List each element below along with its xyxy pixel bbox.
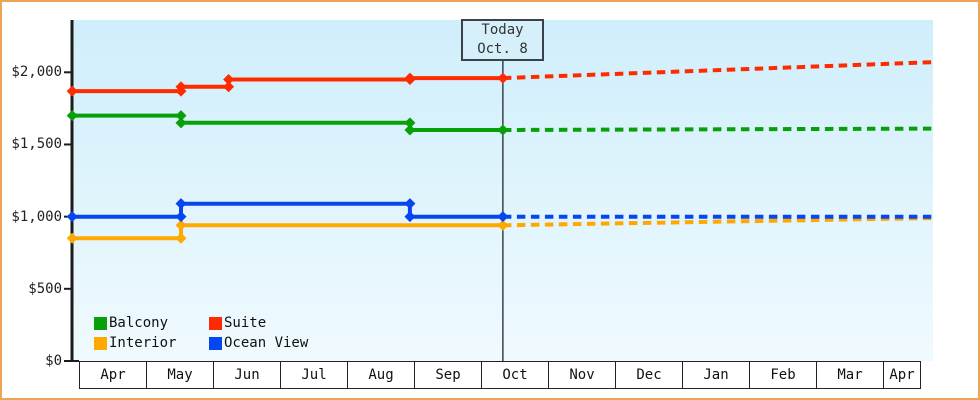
today-date: Oct. 8: [477, 41, 528, 57]
data-point-diamond: [66, 211, 78, 223]
month-cell-apr-2: Apr: [883, 361, 921, 389]
data-point-diamond: [175, 198, 187, 210]
legend-row: Interior Ocean View: [94, 333, 324, 353]
month-cell-apr: Apr: [79, 361, 147, 389]
data-point-diamond: [404, 211, 416, 223]
x-axis-month-row: Apr May Jun Jul Aug Sep Oct Nov Dec Jan Feb Mar Apr: [79, 361, 921, 389]
legend-item-ocean-view: Ocean View: [209, 335, 324, 351]
month-cell-sep: Sep: [414, 361, 482, 389]
data-point-diamond: [497, 124, 509, 136]
series-forecast-balcony: [502, 126, 932, 132]
y-axis-label: $2,000: [11, 64, 62, 81]
data-point-diamond: [223, 81, 235, 93]
data-point-diamond: [66, 85, 78, 97]
data-point-diamond: [404, 117, 416, 129]
month-cell-mar: Mar: [816, 361, 884, 389]
data-point-diamond: [175, 81, 187, 93]
month-cell-aug: Aug: [347, 361, 415, 389]
legend-item-balcony: Balcony: [94, 315, 209, 331]
legend-item-interior: Interior: [94, 335, 209, 351]
legend-label-ocean-view: Ocean View: [224, 335, 309, 351]
series-markers-ocean-view: [66, 198, 509, 223]
month-cell-jan: Jan: [682, 361, 750, 389]
data-point-diamond: [175, 211, 187, 223]
month-cell-jul: Jul: [280, 361, 348, 389]
legend-swatch-ocean-view: [209, 336, 222, 350]
data-point-diamond: [175, 110, 187, 122]
series-line-interior: [72, 223, 503, 241]
data-point-diamond: [66, 110, 78, 122]
month-cell-may: May: [146, 361, 214, 389]
series-markers-suite: [66, 72, 509, 97]
series-forecast-suite: [502, 60, 932, 81]
legend-label-balcony: Balcony: [109, 315, 169, 331]
data-point-diamond: [175, 232, 187, 244]
chart-legend: Balcony Suite Interior Ocean View: [94, 313, 324, 353]
y-axis-label: $0: [45, 353, 62, 369]
series-forecast-interior: [502, 216, 932, 228]
legend-row: Balcony Suite: [94, 313, 324, 333]
today-label: Today: [481, 22, 524, 38]
month-cell-oct: Oct: [481, 361, 549, 389]
legend-swatch-balcony: [94, 316, 107, 330]
month-cell-feb: Feb: [749, 361, 817, 389]
data-point-diamond: [223, 74, 235, 86]
legend-item-suite: Suite: [209, 315, 324, 331]
data-point-diamond: [404, 124, 416, 136]
series-markers-balcony: [66, 110, 509, 136]
data-point-diamond: [175, 117, 187, 129]
data-point-diamond: [497, 211, 509, 223]
y-axis-label: $500: [28, 280, 62, 297]
today-marker-box: Today Oct. 8: [461, 19, 544, 61]
data-point-diamond: [404, 198, 416, 210]
legend-label-suite: Suite: [224, 315, 267, 331]
series-line-balcony: [72, 113, 503, 132]
month-cell-dec: Dec: [615, 361, 683, 389]
data-point-diamond: [497, 219, 509, 231]
legend-label-interior: Interior: [109, 335, 177, 351]
data-point-diamond: [404, 72, 416, 84]
month-cell-nov: Nov: [548, 361, 616, 389]
data-point-diamond: [497, 72, 509, 84]
series-line-ocean-view: [72, 201, 503, 219]
data-point-diamond: [66, 232, 78, 244]
legend-swatch-interior: [94, 336, 107, 350]
month-cell-jun: Jun: [213, 361, 281, 389]
y-axis-label: $1,000: [11, 208, 62, 225]
y-axis-label: $1,500: [11, 136, 62, 153]
data-point-diamond: [175, 219, 187, 231]
series-markers-interior: [66, 219, 509, 244]
legend-swatch-suite: [209, 316, 222, 330]
